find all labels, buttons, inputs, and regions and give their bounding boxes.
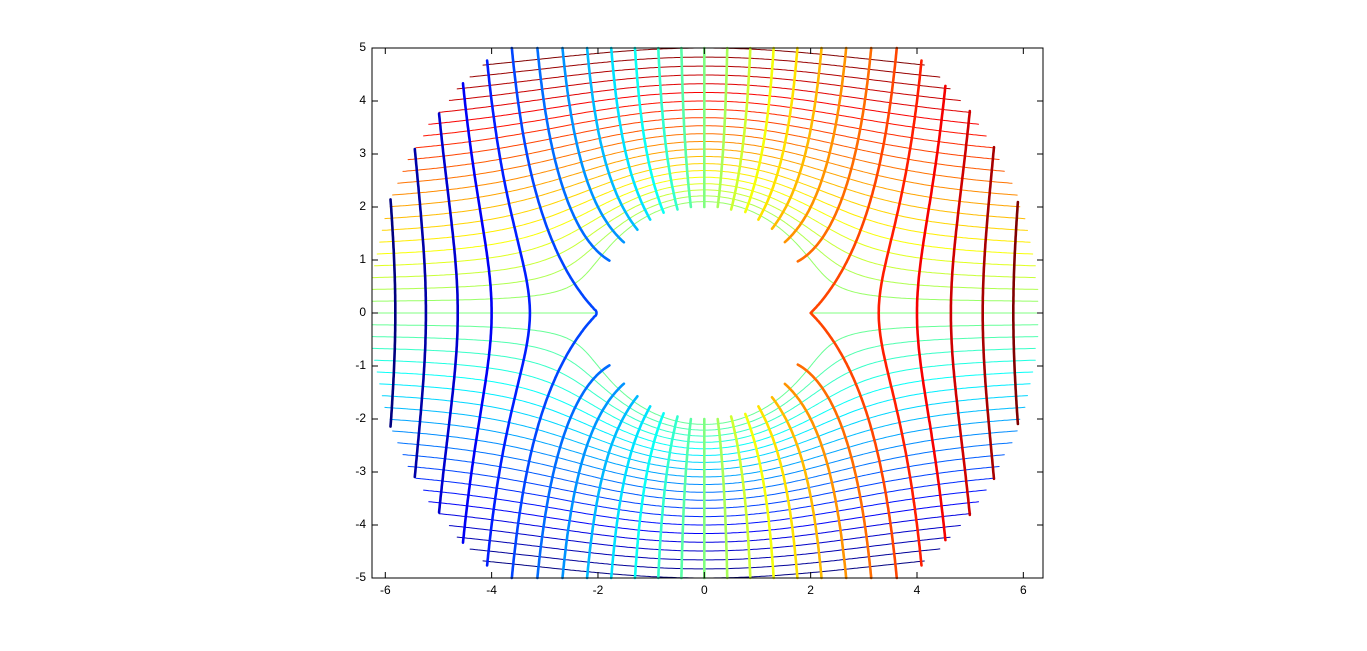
potential-line	[437, 112, 459, 514]
x-tick-label: 6	[1020, 583, 1027, 597]
stream-line	[371, 201, 1039, 302]
potential-line	[716, 46, 729, 580]
stream-line	[438, 513, 972, 543]
potential-line	[389, 198, 397, 428]
y-tick-label: 4	[359, 93, 366, 107]
x-tick-label: -2	[593, 583, 604, 597]
potential-line	[877, 59, 923, 567]
potential-line	[1012, 200, 1020, 426]
y-tick-label: 3	[359, 146, 366, 160]
potential-line	[770, 46, 823, 580]
potential-line	[981, 145, 996, 481]
stream-line	[371, 189, 1036, 279]
potential-line	[536, 46, 611, 580]
stream-line	[381, 163, 1028, 231]
stream-line	[448, 524, 961, 552]
y-tick-label: -4	[355, 517, 366, 531]
potential-line	[729, 46, 752, 580]
stream-line	[469, 56, 941, 78]
x-tick-label: -4	[486, 583, 497, 597]
y-tick-label: 2	[359, 199, 366, 213]
potential-line	[561, 46, 626, 580]
potential-line	[783, 46, 848, 580]
x-tick-label: 0	[701, 583, 708, 597]
stream-line	[423, 100, 987, 137]
potential-line	[585, 46, 639, 580]
stream-line	[469, 548, 941, 570]
y-tick-label: 1	[359, 252, 366, 266]
potential-line	[510, 46, 598, 580]
stream-line	[371, 347, 1036, 437]
contours	[371, 46, 1039, 580]
y-tick-label: -5	[355, 570, 366, 584]
x-tick-label: 2	[807, 583, 814, 597]
y-tick-label: 5	[359, 40, 366, 54]
potential-line	[461, 82, 493, 544]
potential-line	[609, 46, 652, 580]
potential-line	[485, 59, 532, 567]
potential-line	[413, 147, 428, 479]
stream-line	[407, 117, 1000, 161]
stream-line	[392, 141, 1018, 196]
stream-line	[374, 359, 1036, 443]
potential-line	[744, 46, 775, 580]
stream-line	[371, 195, 1039, 290]
stream-line	[374, 183, 1036, 267]
y-tick-label: -2	[355, 411, 366, 425]
y-tick-label: -1	[355, 358, 366, 372]
y-tick-label: 0	[359, 305, 366, 319]
stream-line	[384, 406, 1026, 471]
potential-line	[796, 46, 873, 580]
stream-line	[423, 489, 987, 526]
x-tick-label: 4	[914, 583, 921, 597]
x-tick-label: -6	[380, 583, 391, 597]
stream-line	[381, 395, 1028, 463]
potential-line	[680, 46, 693, 580]
potential-line	[915, 84, 947, 542]
potential-line	[633, 46, 665, 580]
potential-line	[949, 109, 972, 517]
potential-line	[809, 46, 899, 580]
potential-line	[657, 46, 679, 580]
y-tick-label: -3	[355, 464, 366, 478]
stream-line	[384, 155, 1026, 220]
potential-line	[757, 46, 799, 580]
